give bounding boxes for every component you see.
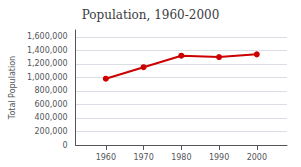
svg-text:600,000: 600,000 (35, 100, 68, 109)
svg-text:1,000,000: 1,000,000 (27, 73, 68, 82)
svg-text:800,000: 800,000 (35, 86, 68, 95)
svg-text:1960: 1960 (96, 153, 116, 162)
svg-text:400,000: 400,000 (35, 113, 68, 122)
svg-text:1980: 1980 (171, 153, 191, 162)
svg-text:Total Population: Total Population (8, 56, 17, 120)
svg-text:1,400,000: 1,400,000 (27, 46, 68, 55)
svg-text:1970: 1970 (133, 153, 153, 162)
svg-text:200,000: 200,000 (35, 127, 68, 136)
svg-text:0: 0 (63, 141, 68, 150)
svg-text:1990: 1990 (209, 153, 229, 162)
svg-text:1,200,000: 1,200,000 (27, 59, 68, 68)
svg-text:2000: 2000 (247, 153, 267, 162)
svg-text:1,600,000: 1,600,000 (27, 32, 68, 41)
svg-text:Population, 1960-2000: Population, 1960-2000 (82, 8, 220, 22)
